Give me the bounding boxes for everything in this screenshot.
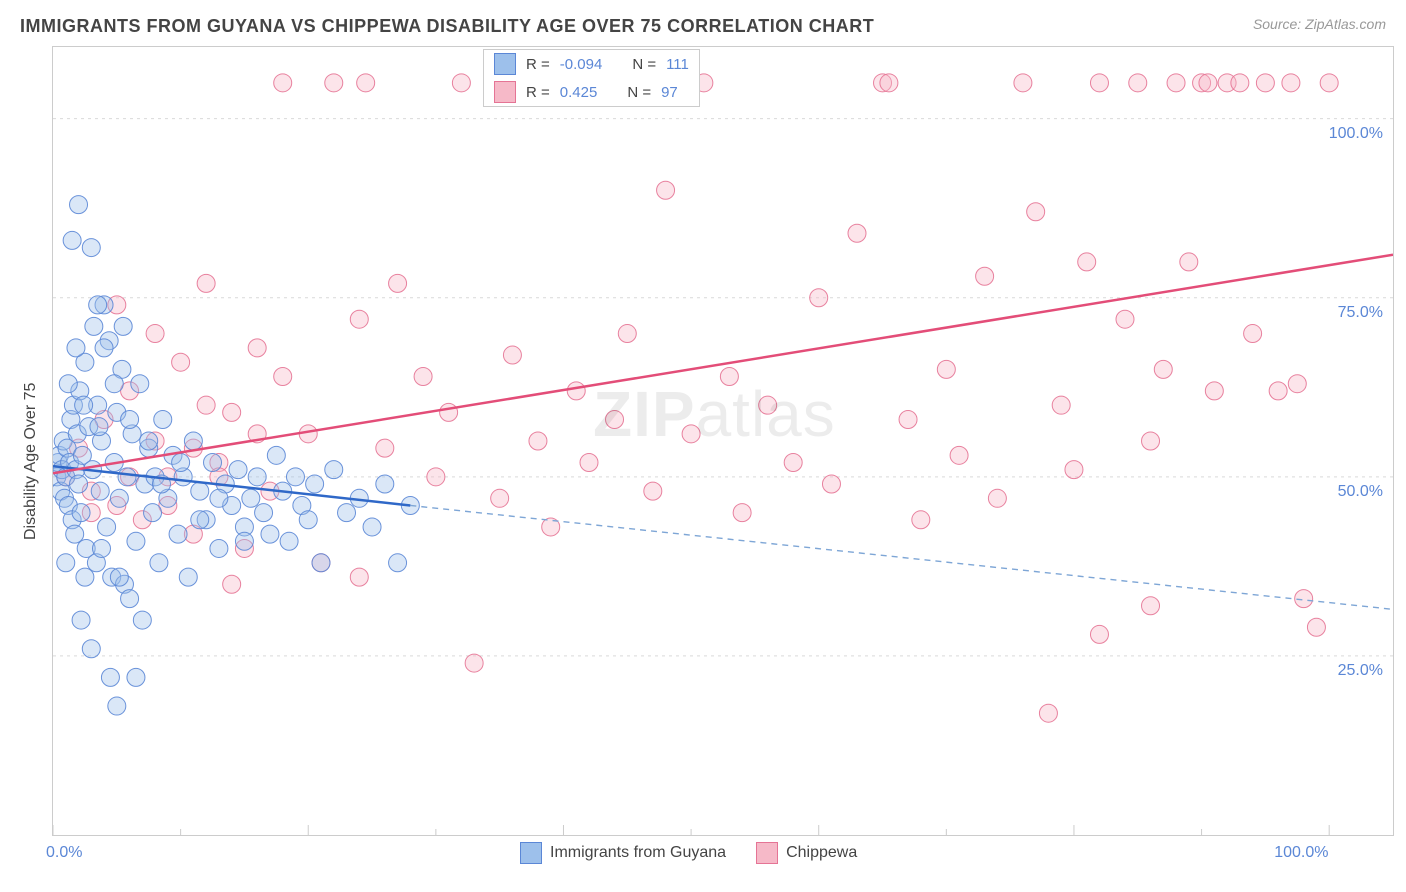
chart-plot-area: ZIPatlas R = -0.094 N = 111 R = 0.425 N … (52, 46, 1394, 836)
chart-title: IMMIGRANTS FROM GUYANA VS CHIPPEWA DISAB… (20, 16, 874, 37)
x-tick-label: 100.0% (1274, 844, 1328, 862)
n-value-series-b: 97 (661, 84, 678, 101)
watermark: ZIPatlas (593, 377, 836, 451)
x-tick-label: 0.0% (46, 844, 82, 862)
legend-row-series-b: R = 0.425 N = 97 (484, 78, 699, 106)
swatch-series-b (494, 81, 516, 103)
series-legend: Immigrants from Guyana Chippewa (520, 842, 857, 864)
n-label: N = (627, 84, 651, 101)
y-axis-label: Disability Age Over 75 (22, 383, 40, 540)
swatch-series-a (520, 842, 542, 864)
swatch-series-b (756, 842, 778, 864)
legend-item-series-b: Chippewa (756, 842, 857, 864)
swatch-series-a (494, 53, 516, 75)
y-tick-label: 100.0% (1329, 125, 1383, 143)
n-value-series-a: 111 (666, 56, 689, 73)
r-label: R = (526, 56, 550, 73)
series-a-name: Immigrants from Guyana (550, 844, 726, 862)
r-value-series-b: 0.425 (560, 84, 598, 101)
legend-row-series-a: R = -0.094 N = 111 (484, 50, 699, 78)
r-value-series-a: -0.094 (560, 56, 603, 73)
n-label: N = (632, 56, 656, 73)
correlation-legend: R = -0.094 N = 111 R = 0.425 N = 97 (483, 49, 700, 107)
r-label: R = (526, 84, 550, 101)
y-tick-label: 50.0% (1338, 483, 1383, 501)
y-tick-label: 25.0% (1338, 662, 1383, 680)
y-tick-label: 75.0% (1338, 304, 1383, 322)
legend-item-series-a: Immigrants from Guyana (520, 842, 726, 864)
series-b-name: Chippewa (786, 844, 857, 862)
source-attribution: Source: ZipAtlas.com (1253, 16, 1386, 32)
